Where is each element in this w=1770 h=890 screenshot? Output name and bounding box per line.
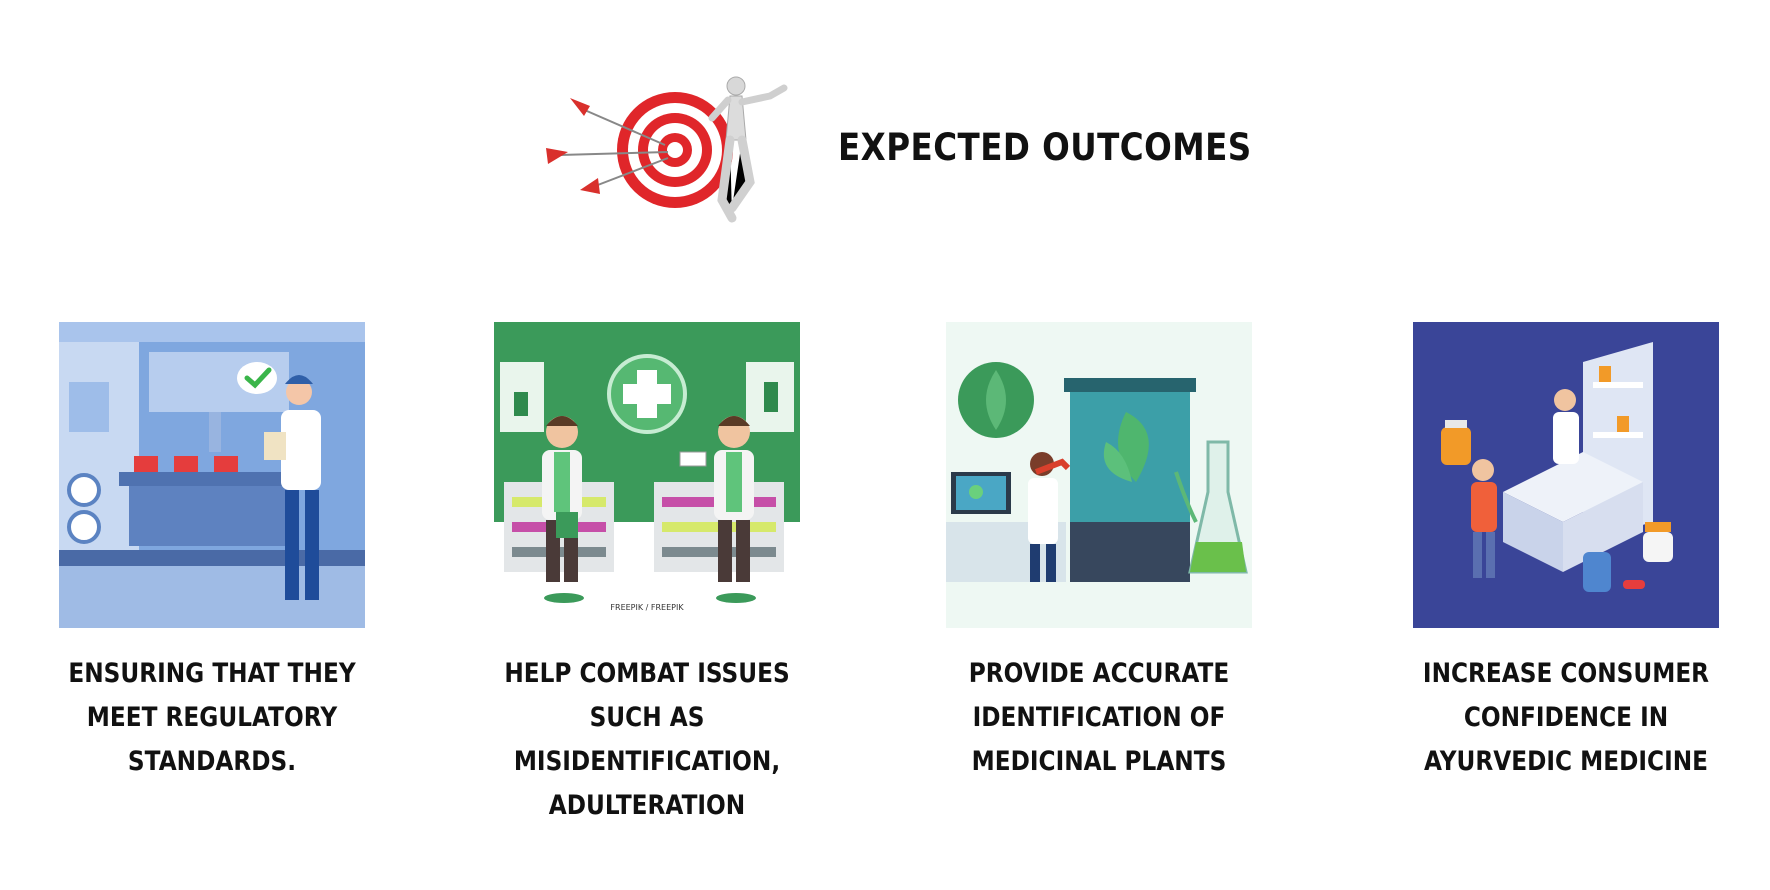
caption-line: MEDICINAL PLANTS [971, 746, 1227, 777]
caption-line: INCREASE CONSUMER [1422, 658, 1710, 689]
caption-line: AYURVEDIC MEDICINE [1423, 746, 1709, 777]
target-icon [546, 76, 788, 223]
plant-lab-icon [946, 322, 1252, 628]
header: EXPECTED OUTCOMES [0, 0, 1770, 260]
outcome-card-regulatory [59, 322, 365, 628]
outcome-caption-adulteration: HELP COMBAT ISSUES SUCH AS MISIDENTIFICA… [484, 652, 811, 828]
pharmacy-icon: FREEPIK / FREEPIK [494, 322, 800, 628]
outcome-card-identification [946, 322, 1252, 628]
caption-line: IDENTIFICATION OF [972, 702, 1226, 733]
caption-line: CONFIDENCE IN [1463, 702, 1669, 733]
caption-line: MEET REGULATORY [86, 702, 338, 733]
outcome-card-confidence [1413, 322, 1719, 628]
outcome-card-adulteration: FREEPIK / FREEPIK [494, 322, 800, 628]
caption-line: HELP COMBAT ISSUES [504, 658, 790, 689]
page-title: EXPECTED OUTCOMES [838, 126, 1252, 169]
caption-line: MISIDENTIFICATION, [513, 746, 781, 777]
caption-line: ENSURING THAT THEY [68, 658, 356, 689]
quality-inspection-icon [59, 322, 365, 628]
outcome-caption-confidence: INCREASE CONSUMER CONFIDENCE IN AYURVEDI… [1403, 652, 1730, 784]
caption-line: PROVIDE ACCURATE [968, 658, 1230, 689]
caption-line: ADULTERATION [548, 790, 746, 821]
outcome-caption-identification: PROVIDE ACCURATE IDENTIFICATION OF MEDIC… [936, 652, 1263, 784]
consumer-pharmacy-icon [1413, 322, 1719, 628]
image-caption: FREEPIK / FREEPIK [610, 603, 684, 612]
outcome-caption-regulatory: ENSURING THAT THEY MEET REGULATORY STAND… [49, 652, 376, 784]
caption-line: STANDARDS. [127, 746, 297, 777]
caption-line: SUCH AS [589, 702, 705, 733]
